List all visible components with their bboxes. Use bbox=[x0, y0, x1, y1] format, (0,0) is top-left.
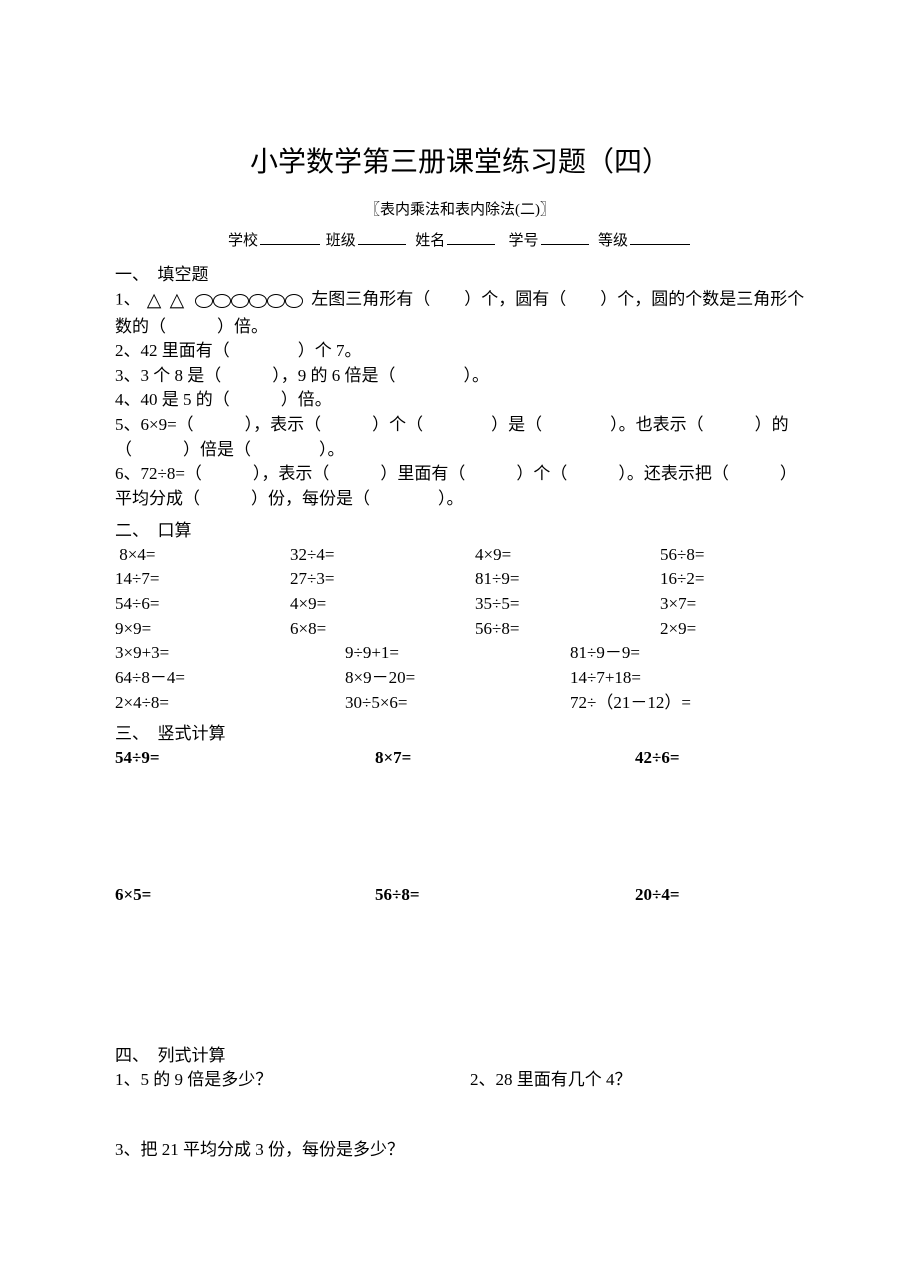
vert-cell: 54÷9= bbox=[115, 746, 375, 771]
triangle-icon: △ bbox=[147, 287, 162, 315]
question-4: 4、40 是 5 的（ ）倍。 bbox=[115, 388, 805, 413]
calc-cell: 81÷9－9= bbox=[570, 641, 805, 666]
calc-cell: 4×9= bbox=[290, 592, 475, 617]
circle-icon bbox=[267, 294, 285, 308]
spacer bbox=[115, 907, 805, 1037]
calc-cell: 8×9－20= bbox=[345, 666, 570, 691]
circle-icon bbox=[231, 294, 249, 308]
student-info-line: 学校 班级 姓名 学号 等级 bbox=[115, 229, 805, 250]
school-blank bbox=[260, 244, 320, 245]
calc-cell: 64÷8－4= bbox=[115, 666, 345, 691]
class-blank bbox=[358, 244, 406, 245]
q1-shapes: △ △ bbox=[145, 287, 303, 315]
vertical-row-1: 54÷9= 8×7= 42÷6= bbox=[115, 746, 805, 771]
calc-cell: 30÷5×6= bbox=[345, 691, 570, 716]
page-title: 小学数学第三册课堂练习题（四） bbox=[115, 140, 805, 180]
number-label: 学号 bbox=[509, 233, 539, 249]
calc-cell: 56÷8= bbox=[660, 543, 805, 568]
calc-cell: 54÷6= bbox=[115, 592, 290, 617]
calc-cell: 81÷9= bbox=[475, 567, 660, 592]
calc-cell: 32÷4= bbox=[290, 543, 475, 568]
calc-cell: 35÷5= bbox=[475, 592, 660, 617]
question-6: 6、72÷8=（ ），表示（ ）里面有（ ）个（ ）。还表示把（ ）平均分成（ … bbox=[115, 462, 805, 511]
question-5: 5、6×9=（ ），表示（ ）个（ ）是（ ）。也表示（ ）的（ ）倍是（ ）。 bbox=[115, 413, 805, 462]
circle-icon bbox=[195, 294, 213, 308]
calc-cell: 9×9= bbox=[115, 617, 290, 642]
spacer bbox=[115, 1093, 805, 1138]
calc-cell: 3×9+3= bbox=[115, 641, 345, 666]
calc-row-3: 54÷6= 4×9= 35÷5= 3×7= bbox=[115, 592, 805, 617]
calc-cell: 9÷9+1= bbox=[345, 641, 570, 666]
calc-cell: 16÷2= bbox=[660, 567, 805, 592]
spacer bbox=[115, 771, 805, 883]
calc-cell: 14÷7+18= bbox=[570, 666, 805, 691]
vertical-row-2: 6×5= 56÷8= 20÷4= bbox=[115, 883, 805, 908]
q1-prefix: 1、 bbox=[115, 290, 141, 309]
question-2: 2、42 里面有（ ）个 7。 bbox=[115, 339, 805, 364]
s4-q1: 1、5 的 9 倍是多少？ bbox=[115, 1068, 470, 1093]
calc-cell: 6×8= bbox=[290, 617, 475, 642]
calc-cell: 27÷3= bbox=[290, 567, 475, 592]
section-1-title: 一、 填空题 bbox=[115, 260, 805, 285]
name-blank bbox=[447, 244, 495, 245]
s4-q3: 3、把 21 平均分成 3 份，每份是多少？ bbox=[115, 1138, 805, 1163]
calc-cell: 8×4= bbox=[115, 543, 290, 568]
vert-cell: 8×7= bbox=[375, 746, 635, 771]
calc-cell: 3×7= bbox=[660, 592, 805, 617]
calc-cell: 14÷7= bbox=[115, 567, 290, 592]
page-subtitle: 〖表内乘法和表内除法(二)〗 bbox=[115, 198, 805, 219]
s4-row-1: 1、5 的 9 倍是多少？ 2、28 里面有几个 4？ bbox=[115, 1068, 805, 1093]
s4-q2: 2、28 里面有几个 4？ bbox=[470, 1068, 805, 1093]
circle-icon bbox=[285, 294, 303, 308]
vert-cell: 56÷8= bbox=[375, 883, 635, 908]
question-1: 1、 △ △ 左图三角形有（ ）个，圆有（ ）个，圆的个数是三角形个数的（ ）倍… bbox=[115, 287, 805, 339]
calc-row-7: 2×4÷8= 30÷5×6= 72÷（21－12）= bbox=[115, 691, 805, 716]
calc-cell: 72÷（21－12）= bbox=[570, 691, 805, 716]
name-label: 姓名 bbox=[415, 233, 445, 249]
calc-row-4: 9×9= 6×8= 56÷8= 2×9= bbox=[115, 617, 805, 642]
calc-cell: 56÷8= bbox=[475, 617, 660, 642]
calc-cell: 4×9= bbox=[475, 543, 660, 568]
number-blank bbox=[541, 244, 589, 245]
section-3-title: 三、 竖式计算 bbox=[115, 719, 805, 744]
grade-blank bbox=[630, 244, 690, 245]
section-4-title: 四、 列式计算 bbox=[115, 1041, 805, 1066]
calc-cell: 2×4÷8= bbox=[115, 691, 345, 716]
calc-row-5: 3×9+3= 9÷9+1= 81÷9－9= bbox=[115, 641, 805, 666]
grade-label: 等级 bbox=[598, 233, 628, 249]
triangle-icon: △ bbox=[170, 287, 185, 315]
circle-icon bbox=[213, 294, 231, 308]
circle-icon bbox=[249, 294, 267, 308]
calc-row-2: 14÷7= 27÷3= 81÷9= 16÷2= bbox=[115, 567, 805, 592]
class-label: 班级 bbox=[326, 233, 356, 249]
vert-cell: 20÷4= bbox=[635, 883, 805, 908]
question-3: 3、3 个 8 是（ ），9 的 6 倍是（ ）。 bbox=[115, 364, 805, 389]
school-label: 学校 bbox=[228, 233, 258, 249]
vert-cell: 6×5= bbox=[115, 883, 375, 908]
calc-cell: 2×9= bbox=[660, 617, 805, 642]
vert-cell: 42÷6= bbox=[635, 746, 805, 771]
calc-row-1: 8×4= 32÷4= 4×9= 56÷8= bbox=[115, 543, 805, 568]
calc-row-6: 64÷8－4= 8×9－20= 14÷7+18= bbox=[115, 666, 805, 691]
section-2-title: 二、 口算 bbox=[115, 516, 805, 541]
